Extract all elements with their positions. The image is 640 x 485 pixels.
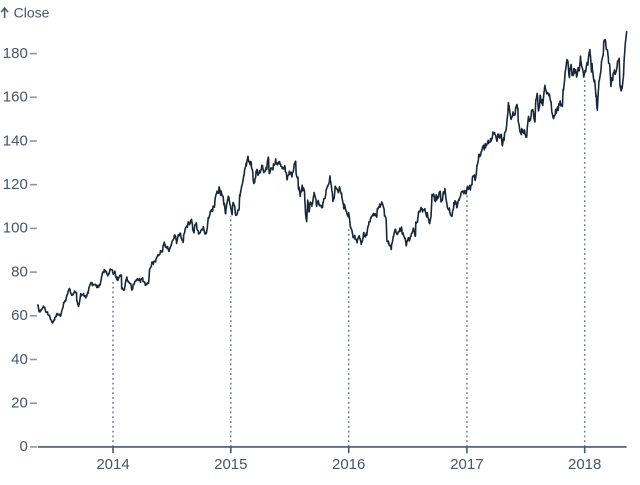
svg-text:160: 160 [3, 89, 28, 106]
svg-text:60: 60 [11, 307, 28, 324]
svg-text:2016: 2016 [332, 456, 365, 473]
svg-text:40: 40 [11, 351, 28, 368]
svg-text:2017: 2017 [450, 456, 483, 473]
svg-text:100: 100 [3, 220, 28, 237]
svg-text:140: 140 [3, 132, 28, 149]
svg-text:0: 0 [19, 438, 27, 455]
svg-text:20: 20 [11, 395, 28, 412]
svg-text:Close: Close [14, 5, 50, 21]
svg-text:2018: 2018 [568, 456, 601, 473]
svg-text:120: 120 [3, 176, 28, 193]
svg-text:2014: 2014 [96, 456, 129, 473]
svg-text:2015: 2015 [214, 456, 247, 473]
svg-text:80: 80 [11, 263, 28, 280]
svg-text:180: 180 [3, 45, 28, 62]
